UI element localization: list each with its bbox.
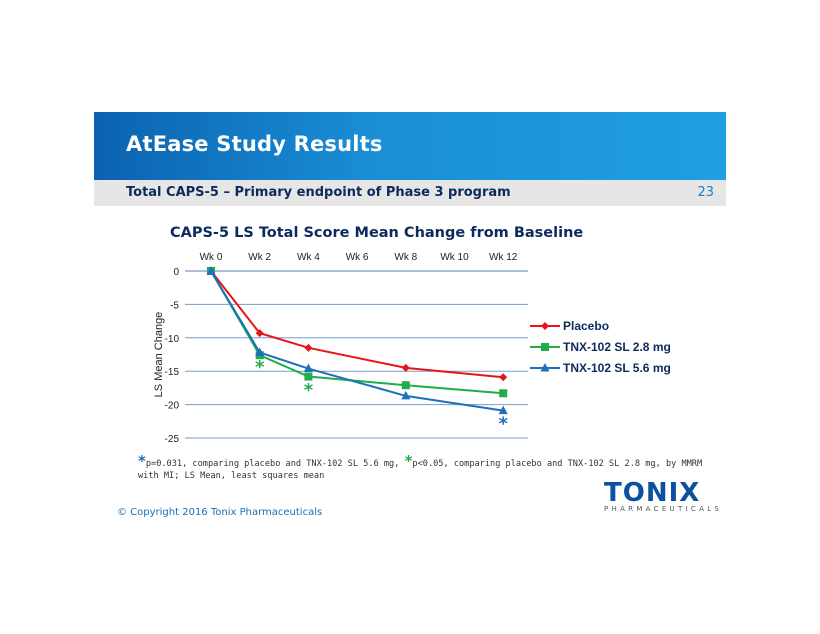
x-tick-label: Wk 12 — [489, 252, 518, 263]
chart-title: CAPS-5 LS Total Score Mean Change from B… — [170, 225, 584, 241]
significance-asterisk: * — [304, 380, 314, 401]
legend-label-tnx-102-sl-5-6-mg: TNX-102 SL 5.6 mg — [563, 361, 671, 375]
y-tick-label: -20 — [165, 401, 180, 412]
data-point-tnx-102-sl-5-6-mg — [206, 266, 216, 275]
significance-asterisk: * — [498, 413, 508, 434]
subtitle-bar: Total CAPS-5 – Primary endpoint of Phase… — [94, 180, 726, 206]
data-point-placebo — [401, 363, 410, 372]
x-tick-label: Wk 4 — [297, 252, 320, 263]
data-point-tnx-102-sl-2-8-mg — [401, 381, 410, 390]
y-tick-label: -25 — [165, 434, 180, 445]
tonix-logo: TONIX PHARMACEUTICALS — [604, 478, 719, 518]
y-axis-label: LS Mean Change — [153, 312, 165, 398]
data-point-tnx-102-sl-5-6-mg — [401, 390, 411, 400]
y-tick-label: 0 — [173, 267, 179, 278]
logo-name: TONIX — [604, 478, 701, 508]
x-tick-label: Wk 8 — [394, 252, 417, 263]
y-tick-label: -5 — [170, 300, 179, 311]
logo-subtitle: PHARMACEUTICALS — [604, 505, 723, 513]
slide-title: AtEase Study Results — [126, 132, 383, 156]
x-tick-label: Wk 6 — [346, 252, 369, 263]
legend-marker-tnx-102-sl-2-8-mg — [541, 343, 549, 351]
data-point-placebo — [255, 329, 264, 338]
legend-marker-tnx-102-sl-5-6-mg — [540, 363, 550, 372]
data-point-tnx-102-sl-5-6-mg — [303, 363, 313, 373]
data-point-tnx-102-sl-5-6-mg — [498, 405, 508, 415]
x-tick-label: Wk 0 — [200, 252, 223, 263]
x-tick-label: Wk 10 — [440, 252, 469, 263]
data-point-placebo — [304, 343, 313, 352]
title-banner: AtEase Study Results — [94, 112, 726, 180]
footnote-text-1: p=0.031, comparing placebo and TNX-102 S… — [145, 459, 405, 469]
footnote-text-2: p<0.05, comparing placebo and TNX-102 SL… — [138, 459, 703, 481]
x-tick-label: Wk 2 — [248, 252, 271, 263]
page-number: 23 — [697, 185, 714, 200]
slide-subtitle: Total CAPS-5 – Primary endpoint of Phase… — [126, 185, 511, 200]
significance-asterisk: * — [255, 357, 265, 378]
copyright-text: © Copyright 2016 Tonix Pharmaceuticals — [117, 507, 323, 518]
y-tick-label: -15 — [165, 367, 180, 378]
data-point-tnx-102-sl-2-8-mg — [304, 372, 313, 381]
y-tick-label: -10 — [165, 334, 180, 345]
footnote-star-5-6mg: * — [138, 452, 146, 470]
legend-label-tnx-102-sl-2-8-mg: TNX-102 SL 2.8 mg — [563, 340, 671, 354]
data-point-tnx-102-sl-2-8-mg — [499, 389, 508, 398]
data-point-tnx-102-sl-5-6-mg — [255, 347, 265, 356]
legend-marker-placebo — [541, 322, 549, 330]
footnote: *p=0.031, comparing placebo and TNX-102 … — [138, 452, 718, 482]
data-point-placebo — [499, 373, 508, 382]
footnote-star-2-8mg: * — [404, 452, 413, 470]
legend-label-placebo: Placebo — [563, 319, 609, 333]
